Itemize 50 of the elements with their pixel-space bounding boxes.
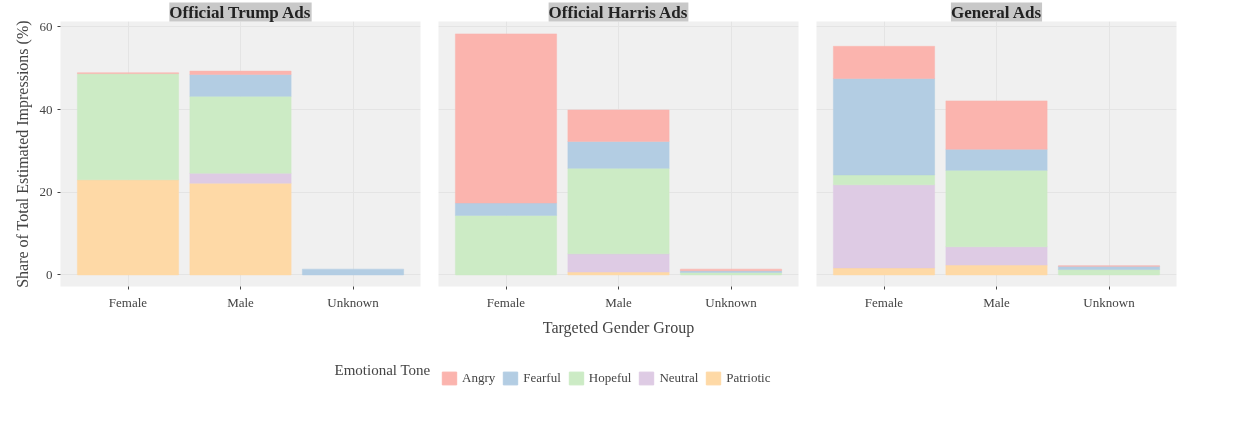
x-axis-title: Targeted Gender Group (542, 318, 695, 337)
legend-label: Neutral (659, 370, 699, 386)
bar (189, 96, 292, 174)
bar (455, 33, 557, 204)
bar (567, 271, 670, 276)
bar (567, 168, 670, 255)
x-tick-label: Female (864, 294, 904, 310)
x-tick-label: Female (486, 294, 526, 310)
bar (567, 141, 670, 169)
chart-title: Official Harris Ads (548, 2, 688, 22)
x-tick-label: Unknown (327, 294, 380, 310)
bar (945, 170, 1048, 248)
y-tick-label: 40 (39, 101, 53, 117)
bar (302, 268, 404, 276)
bar (945, 264, 1048, 276)
bar (945, 246, 1048, 266)
x-tick-label: Male (605, 294, 633, 310)
legend-title: Emotional Tone (334, 361, 431, 378)
x-tick-label: Female (108, 294, 148, 310)
bar (945, 149, 1048, 171)
y-tick-label: 20 (39, 184, 53, 200)
bar (455, 202, 557, 216)
chart-title: Official Trump Ads (169, 2, 311, 22)
chart-title: General Ads (950, 2, 1042, 22)
bar (567, 109, 670, 142)
bar (567, 253, 670, 273)
x-tick-label: Male (983, 294, 1011, 310)
bar (455, 215, 557, 276)
bar (833, 267, 935, 276)
x-tick-label: Unknown (1083, 294, 1136, 310)
bar (833, 46, 935, 79)
y-tick-label: 0 (46, 266, 53, 282)
bar (189, 182, 292, 276)
bar (833, 78, 935, 176)
bar (77, 179, 179, 276)
legend-label: Hopeful (588, 370, 632, 386)
x-tick-label: Male (227, 294, 255, 310)
bar (1058, 269, 1160, 276)
x-tick-label: Unknown (705, 294, 758, 310)
bar (945, 100, 1048, 150)
legend-label: Angry (462, 370, 496, 386)
bar (189, 70, 292, 75)
bar (77, 73, 179, 181)
bar (189, 172, 292, 184)
bar (189, 74, 292, 97)
legend-label: Patriotic (726, 370, 771, 386)
legend-label: Fearful (523, 370, 561, 386)
y-tick-label: 60 (39, 18, 53, 34)
bar (833, 184, 935, 269)
y-axis-title: Share of Total Estimated Impressions (%) (13, 20, 32, 288)
